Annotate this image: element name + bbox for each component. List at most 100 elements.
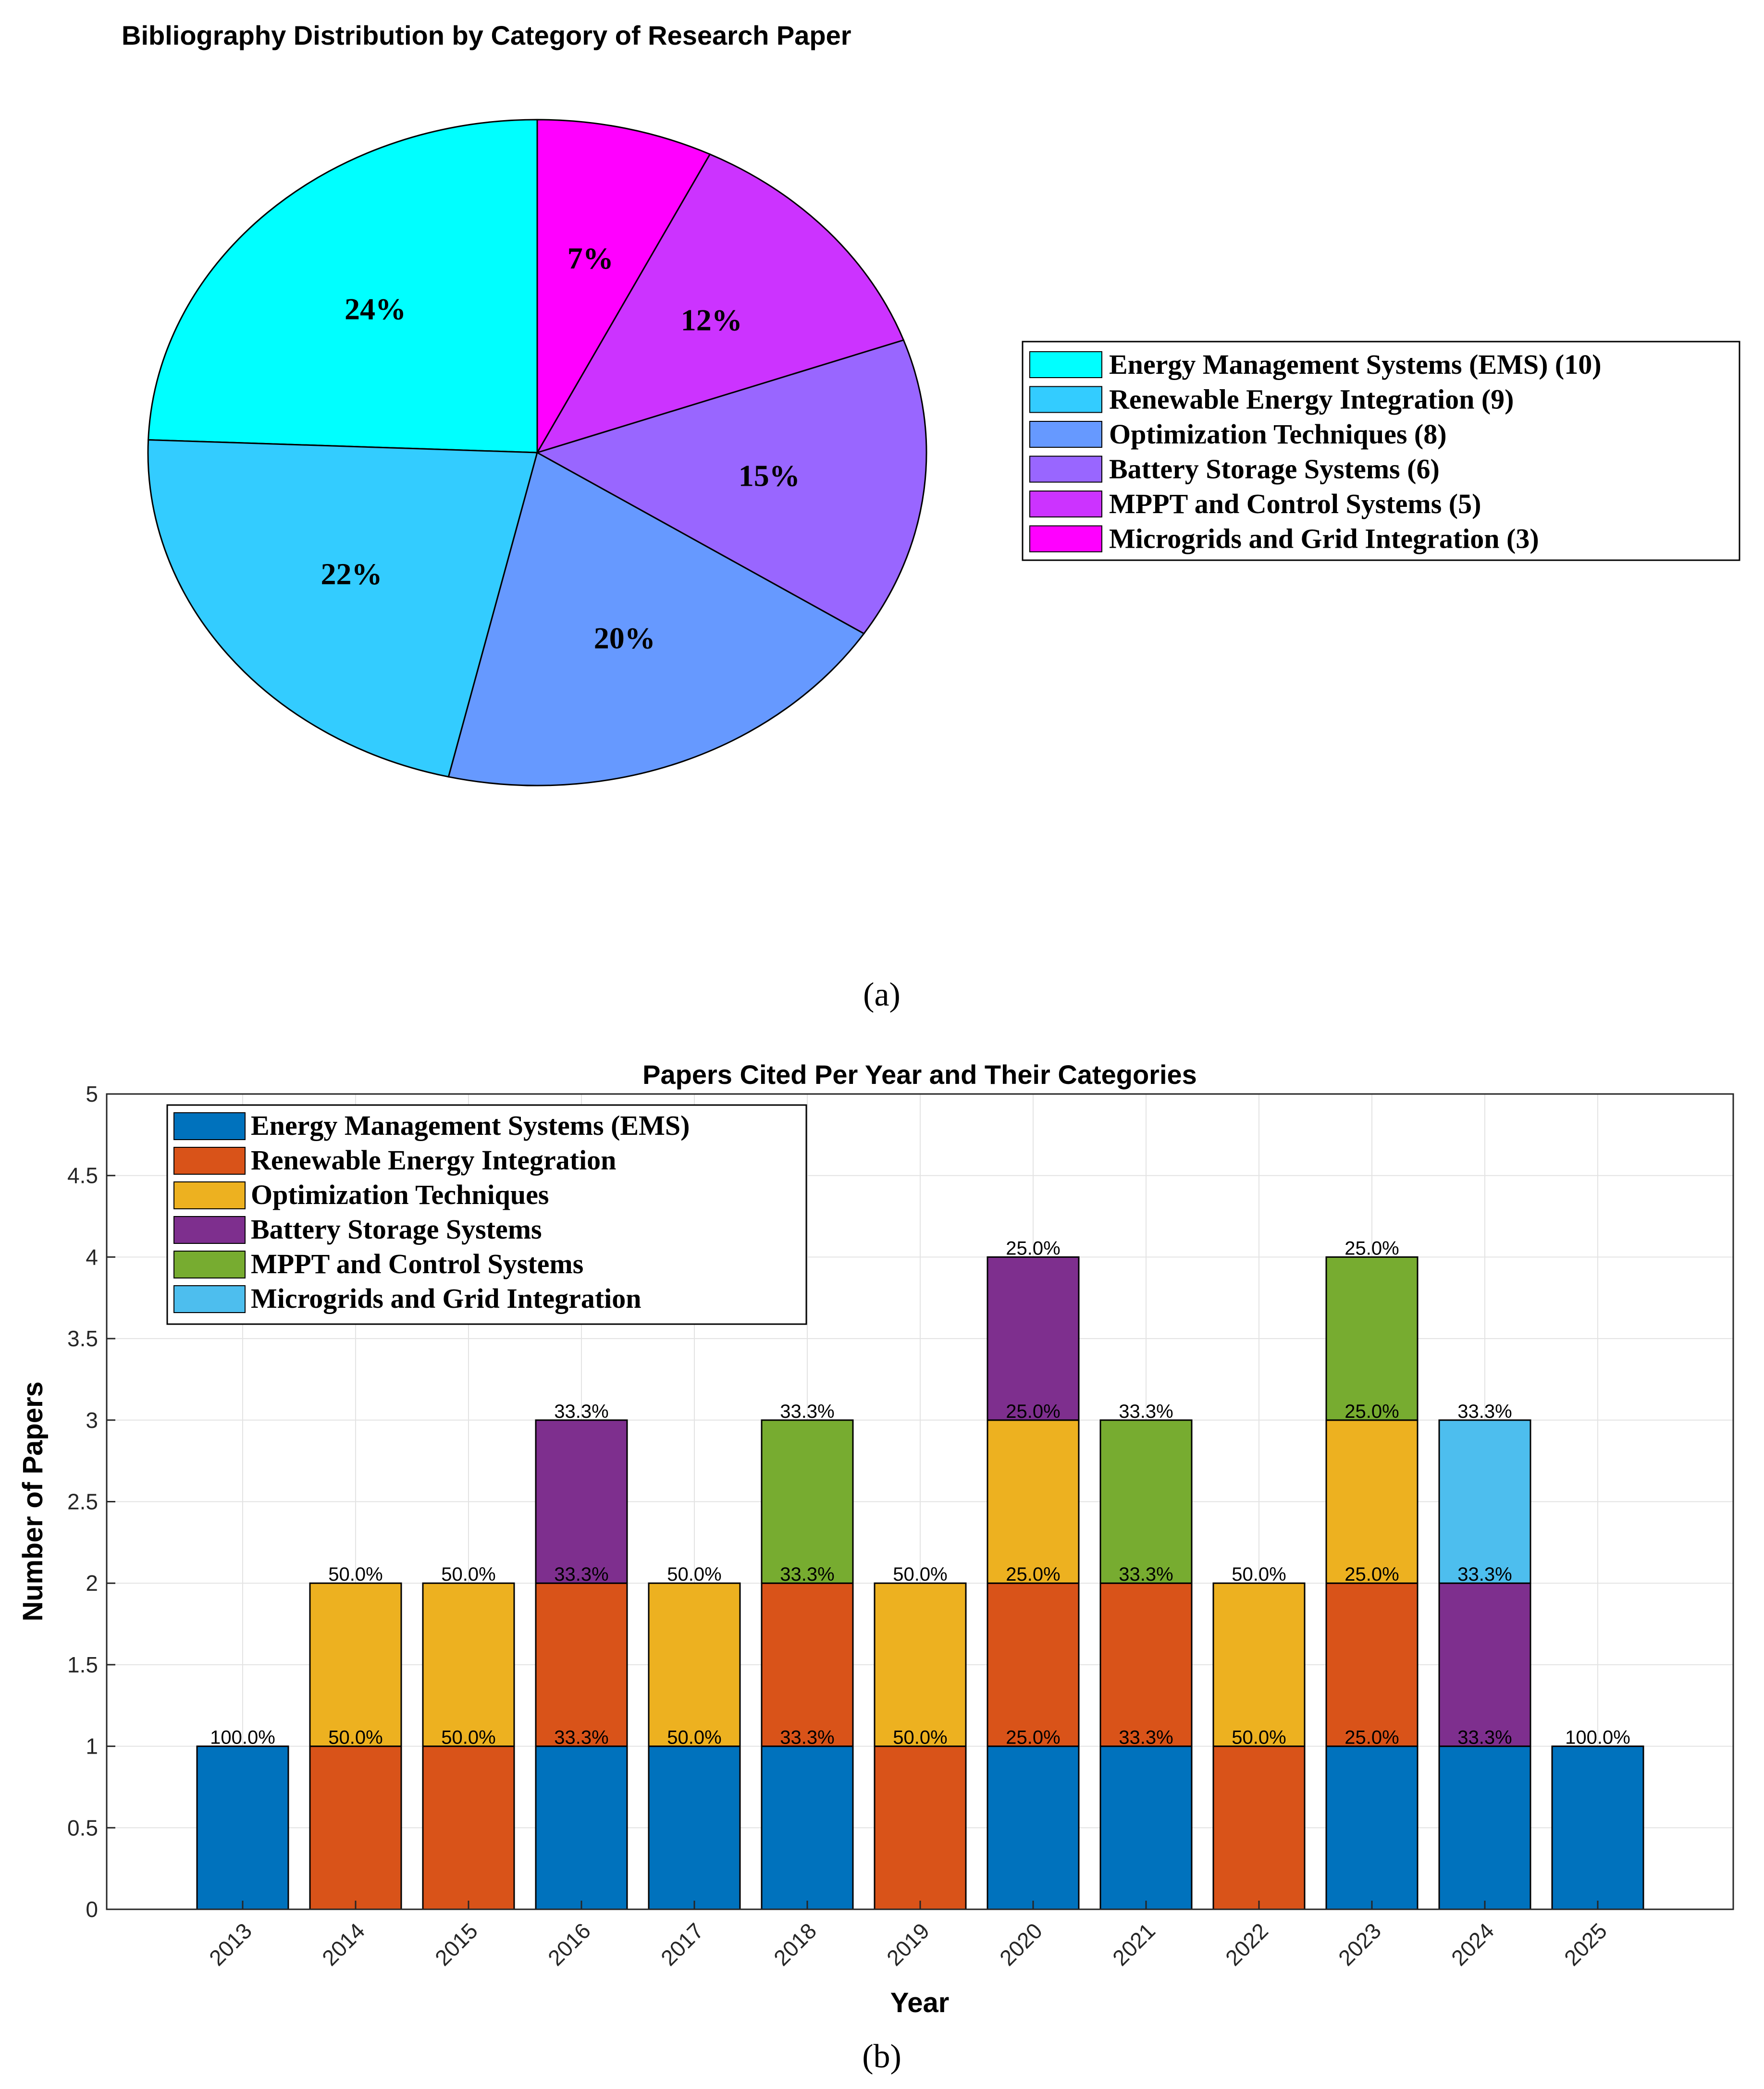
pie-legend: Energy Management Systems (EMS) (10) Rene… bbox=[1022, 341, 1740, 561]
bar-percent-label: 25.0% bbox=[1006, 1564, 1060, 1585]
bar-percent-label: 50.0% bbox=[667, 1564, 721, 1585]
pie-legend-swatch bbox=[1029, 525, 1102, 553]
x-tick-label: 2021 bbox=[1108, 1918, 1160, 1970]
bar-segment bbox=[196, 1745, 289, 1910]
x-tick-label: 2017 bbox=[656, 1918, 708, 1970]
pie-legend-swatch bbox=[1029, 455, 1102, 483]
bar-percent-label: 25.0% bbox=[1345, 1401, 1399, 1422]
bar-segment bbox=[987, 1582, 1080, 1747]
x-tick-label: 2013 bbox=[204, 1918, 257, 1970]
bar-legend-label: Microgrids and Grid Integration bbox=[251, 1283, 641, 1314]
bar-chart-title: Papers Cited Per Year and Their Categori… bbox=[642, 1059, 1197, 1090]
bar-segment bbox=[1438, 1745, 1531, 1910]
bar-percent-label: 33.3% bbox=[1457, 1727, 1512, 1748]
x-tick-label: 2014 bbox=[317, 1918, 370, 1970]
y-tick-label: 1.5 bbox=[67, 1652, 98, 1677]
x-axis-label: Year bbox=[890, 1987, 950, 2018]
pie-legend-swatch bbox=[1029, 421, 1102, 448]
y-tick-label: 5 bbox=[86, 1081, 98, 1106]
x-tick-label: 2020 bbox=[995, 1918, 1047, 1970]
caption-a: (a) bbox=[863, 976, 901, 1013]
bar-percent-label: 33.3% bbox=[780, 1401, 834, 1422]
bar-percent-label: 50.0% bbox=[667, 1727, 721, 1748]
bar-segment bbox=[761, 1582, 854, 1747]
x-tick-label: 2018 bbox=[769, 1918, 821, 1970]
bar-annotations: 100.0% 50.0% 50.0% 50.0% 50.0% 33.3% 33.3% 33.3… bbox=[210, 1238, 1630, 1748]
bar-percent-label: 25.0% bbox=[1006, 1727, 1060, 1748]
bar-chart-panel: Papers Cited Per Year and Their Categori… bbox=[17, 1059, 1734, 2018]
pie-legend-swatch bbox=[1029, 386, 1102, 413]
bar-percent-label: 25.0% bbox=[1345, 1727, 1399, 1748]
bar-percent-label: 100.0% bbox=[1565, 1727, 1630, 1748]
bar-percent-label: 25.0% bbox=[1006, 1401, 1060, 1422]
bar-segment bbox=[422, 1582, 515, 1747]
y-tick-label: 2.5 bbox=[67, 1489, 98, 1514]
bar-percent-label: 33.3% bbox=[1457, 1564, 1512, 1585]
pie-percent-label: 7% bbox=[567, 241, 614, 275]
y-tick-label: 3 bbox=[86, 1408, 98, 1433]
pie-legend-label: Optimization Techniques (8) bbox=[1109, 418, 1447, 450]
pie-legend-label: Battery Storage Systems (6) bbox=[1109, 454, 1440, 485]
bar-segment bbox=[422, 1745, 515, 1910]
bar-legend-swatch bbox=[173, 1181, 246, 1209]
pie-legend-label: Microgrids and Grid Integration (3) bbox=[1109, 523, 1539, 554]
pie-legend-label: Energy Management Systems (EMS) (10) bbox=[1109, 349, 1602, 380]
bar-legend-swatch bbox=[173, 1112, 246, 1140]
bar-legend-swatch bbox=[173, 1216, 246, 1244]
bar-x-ticks: 2013 2014 2015 2016 2017 2018 2019 2020 2021 2022… bbox=[204, 1901, 1612, 1970]
y-tick-label: 4 bbox=[86, 1244, 98, 1269]
bar-percent-label: 50.0% bbox=[328, 1564, 382, 1585]
bar-segment bbox=[535, 1582, 628, 1747]
caption-b: (b) bbox=[862, 2038, 901, 2075]
pie-slices bbox=[147, 119, 927, 786]
bar-segment bbox=[1325, 1582, 1419, 1747]
pie-slice bbox=[535, 339, 927, 635]
pie-legend-swatch bbox=[1029, 351, 1102, 378]
bar-percent-label: 50.0% bbox=[441, 1727, 495, 1748]
y-tick-label: 4.5 bbox=[67, 1163, 98, 1188]
pie-legend-label: Renewable Energy Integration (9) bbox=[1109, 384, 1514, 415]
x-tick-label: 2024 bbox=[1446, 1918, 1499, 1970]
pie-percent-label: 20% bbox=[594, 621, 655, 655]
pie-chart-panel: Bibliography Distribution by Category of… bbox=[122, 20, 1740, 786]
bar-segment bbox=[1212, 1582, 1306, 1747]
pie-slice bbox=[447, 451, 865, 786]
bar-segment bbox=[1438, 1582, 1531, 1747]
bar-legend-swatch bbox=[173, 1251, 246, 1278]
bar-legend-label: Renewable Energy Integration bbox=[251, 1144, 616, 1176]
bar-percent-label: 33.3% bbox=[1119, 1564, 1173, 1585]
bar-segment bbox=[1325, 1419, 1419, 1584]
y-tick-label: 1 bbox=[86, 1734, 98, 1759]
bar-percent-label: 50.0% bbox=[893, 1727, 947, 1748]
y-tick-label: 3.5 bbox=[67, 1326, 98, 1351]
bar-legend-swatch bbox=[173, 1285, 246, 1313]
x-tick-label: 2015 bbox=[430, 1918, 482, 1970]
bar-percent-label: 50.0% bbox=[1232, 1727, 1286, 1748]
bar-segment bbox=[874, 1582, 967, 1747]
bar-legend-label: MPPT and Control Systems bbox=[251, 1248, 583, 1279]
bar-legend-swatch bbox=[173, 1147, 246, 1175]
bar-segment bbox=[648, 1582, 741, 1747]
pie-percent-label: 22% bbox=[321, 557, 382, 591]
bar-percent-label: 33.3% bbox=[554, 1401, 608, 1422]
bar-percent-label: 33.3% bbox=[1119, 1727, 1173, 1748]
pie-slice bbox=[536, 119, 711, 455]
bar-legend-label: Battery Storage Systems bbox=[251, 1214, 542, 1245]
pie-percent-label: 24% bbox=[345, 292, 406, 326]
bar-percent-label: 33.3% bbox=[1457, 1401, 1512, 1422]
bar-segment bbox=[987, 1419, 1080, 1584]
x-tick-label: 2016 bbox=[543, 1918, 595, 1970]
bar-legend-label: Optimization Techniques bbox=[251, 1179, 549, 1210]
bar-percent-label: 25.0% bbox=[1345, 1564, 1399, 1585]
bar-segment bbox=[1551, 1745, 1644, 1910]
x-tick-label: 2022 bbox=[1221, 1918, 1273, 1970]
bar-segment bbox=[648, 1745, 741, 1910]
bar-percent-label: 33.3% bbox=[780, 1727, 834, 1748]
pie-legend-box bbox=[1022, 341, 1740, 561]
bar-segment bbox=[1099, 1745, 1193, 1910]
bar-percent-label: 100.0% bbox=[210, 1727, 275, 1748]
bar-segment bbox=[761, 1419, 854, 1584]
bar-percent-label: 25.0% bbox=[1006, 1238, 1060, 1259]
y-tick-label: 0 bbox=[86, 1897, 98, 1922]
